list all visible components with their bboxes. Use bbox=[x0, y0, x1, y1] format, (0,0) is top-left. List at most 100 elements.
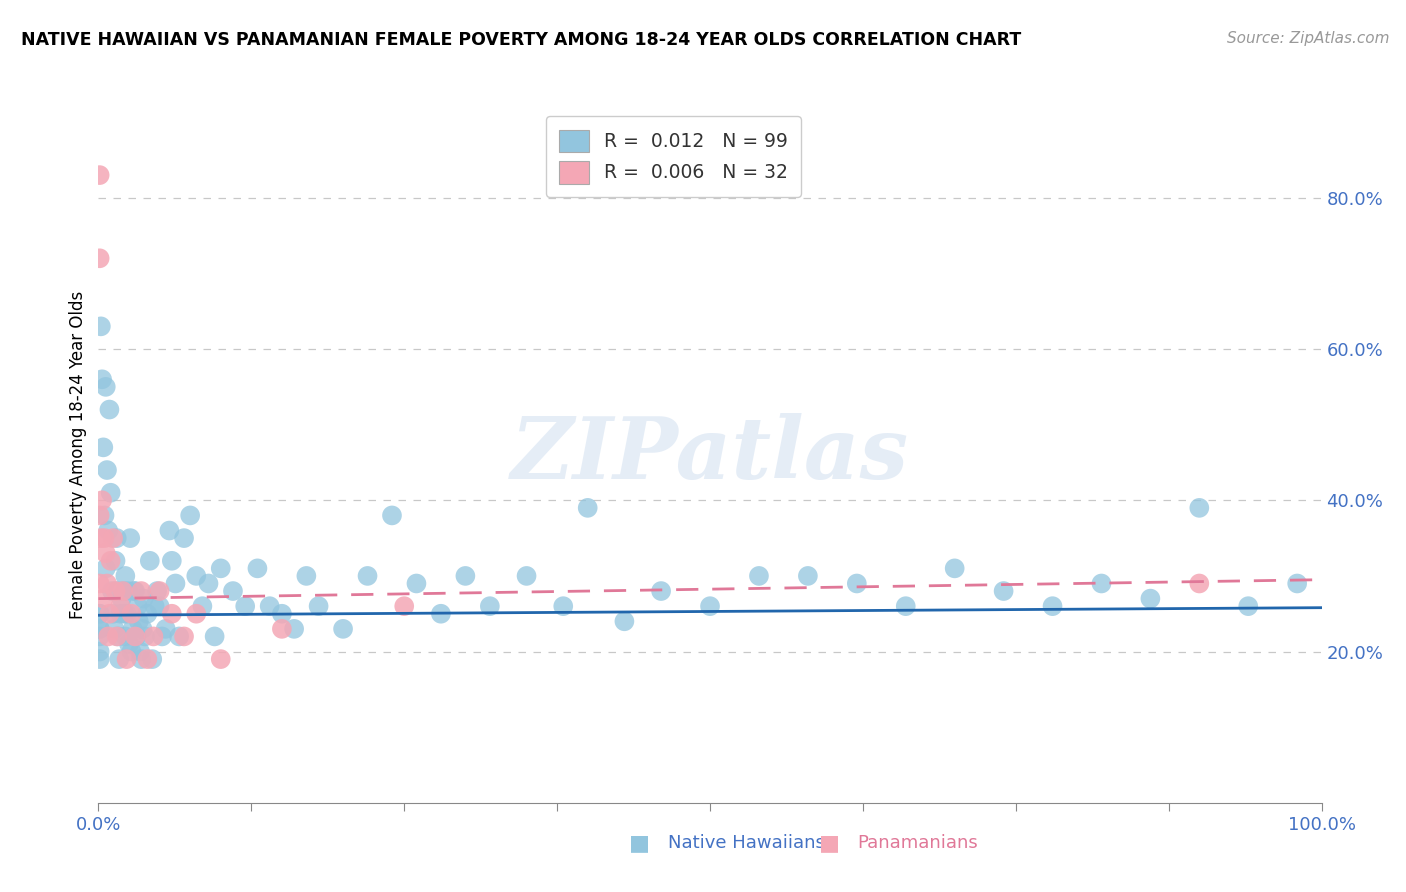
Point bbox=[270, 622, 294, 636]
Point bbox=[246, 561, 269, 575]
Point bbox=[120, 607, 142, 621]
Point bbox=[101, 531, 124, 545]
Point bbox=[259, 599, 281, 614]
Point bbox=[1042, 599, 1064, 614]
Point bbox=[100, 554, 122, 568]
Point bbox=[122, 584, 145, 599]
Text: Native Hawaiians: Native Hawaiians bbox=[668, 834, 825, 852]
Point bbox=[191, 599, 214, 614]
Point bbox=[1139, 591, 1161, 606]
Point bbox=[125, 629, 148, 643]
Point bbox=[110, 599, 132, 614]
Point bbox=[173, 531, 195, 545]
Point bbox=[748, 569, 770, 583]
Point bbox=[111, 584, 134, 599]
Point bbox=[111, 591, 134, 606]
Point bbox=[149, 584, 172, 599]
Point bbox=[104, 554, 127, 568]
Point bbox=[89, 622, 111, 636]
Point bbox=[97, 629, 120, 643]
Point bbox=[124, 629, 146, 643]
Point bbox=[131, 622, 153, 636]
Point bbox=[118, 637, 141, 651]
Point bbox=[89, 644, 111, 658]
Point bbox=[110, 607, 132, 621]
Point bbox=[97, 524, 120, 538]
Text: ■: ■ bbox=[630, 833, 650, 853]
Point bbox=[105, 584, 128, 599]
Point bbox=[90, 531, 112, 545]
Point bbox=[1237, 599, 1260, 614]
Point bbox=[98, 607, 121, 621]
Point bbox=[186, 607, 208, 621]
Point bbox=[165, 576, 187, 591]
Point bbox=[96, 576, 118, 591]
Point bbox=[134, 629, 156, 643]
Point bbox=[89, 508, 111, 523]
Point bbox=[139, 554, 162, 568]
Text: ZIPatlas: ZIPatlas bbox=[510, 413, 910, 497]
Text: Panamanians: Panamanians bbox=[858, 834, 979, 852]
Point bbox=[894, 599, 917, 614]
Point bbox=[943, 561, 966, 575]
Point bbox=[105, 629, 128, 643]
Legend: R =  0.012   N = 99, R =  0.006   N = 32: R = 0.012 N = 99, R = 0.006 N = 32 bbox=[546, 117, 801, 197]
Point bbox=[332, 622, 354, 636]
Point bbox=[103, 622, 125, 636]
Point bbox=[141, 652, 163, 666]
Point bbox=[1188, 500, 1211, 515]
Point bbox=[699, 599, 721, 614]
Point bbox=[94, 561, 117, 575]
Point bbox=[613, 615, 636, 629]
Point bbox=[142, 629, 165, 643]
Point bbox=[94, 546, 117, 560]
Point bbox=[381, 508, 404, 523]
Point bbox=[94, 380, 117, 394]
Point bbox=[89, 252, 111, 266]
Point bbox=[89, 168, 111, 182]
Point bbox=[129, 644, 152, 658]
Point bbox=[136, 652, 159, 666]
Point bbox=[91, 591, 114, 606]
Point bbox=[308, 599, 330, 614]
Text: ■: ■ bbox=[820, 833, 839, 853]
Point bbox=[1286, 576, 1309, 591]
Point bbox=[91, 493, 114, 508]
Point bbox=[91, 372, 114, 386]
Point bbox=[478, 599, 501, 614]
Point bbox=[129, 584, 152, 599]
Point bbox=[89, 607, 111, 621]
Point bbox=[124, 584, 146, 599]
Point bbox=[160, 607, 183, 621]
Text: NATIVE HAWAIIAN VS PANAMANIAN FEMALE POVERTY AMONG 18-24 YEAR OLDS CORRELATION C: NATIVE HAWAIIAN VS PANAMANIAN FEMALE POV… bbox=[21, 31, 1021, 49]
Point bbox=[107, 629, 129, 643]
Point bbox=[96, 463, 118, 477]
Point bbox=[132, 591, 155, 606]
Point bbox=[993, 584, 1015, 599]
Point bbox=[114, 629, 136, 643]
Point bbox=[105, 531, 128, 545]
Point bbox=[98, 402, 121, 417]
Point bbox=[101, 584, 124, 599]
Point bbox=[128, 615, 150, 629]
Point bbox=[222, 584, 245, 599]
Point bbox=[392, 599, 416, 614]
Point bbox=[93, 508, 115, 523]
Point bbox=[270, 607, 294, 621]
Point bbox=[186, 569, 208, 583]
Point bbox=[209, 561, 232, 575]
Point bbox=[179, 508, 201, 523]
Point bbox=[515, 569, 537, 583]
Point bbox=[89, 652, 111, 666]
Point bbox=[160, 554, 183, 568]
Point bbox=[93, 531, 115, 545]
Point bbox=[233, 599, 256, 614]
Point bbox=[149, 599, 172, 614]
Point bbox=[89, 576, 111, 591]
Point bbox=[295, 569, 318, 583]
Point bbox=[197, 576, 219, 591]
Point bbox=[117, 584, 139, 599]
Point bbox=[121, 622, 143, 636]
Point bbox=[115, 652, 138, 666]
Point bbox=[209, 652, 232, 666]
